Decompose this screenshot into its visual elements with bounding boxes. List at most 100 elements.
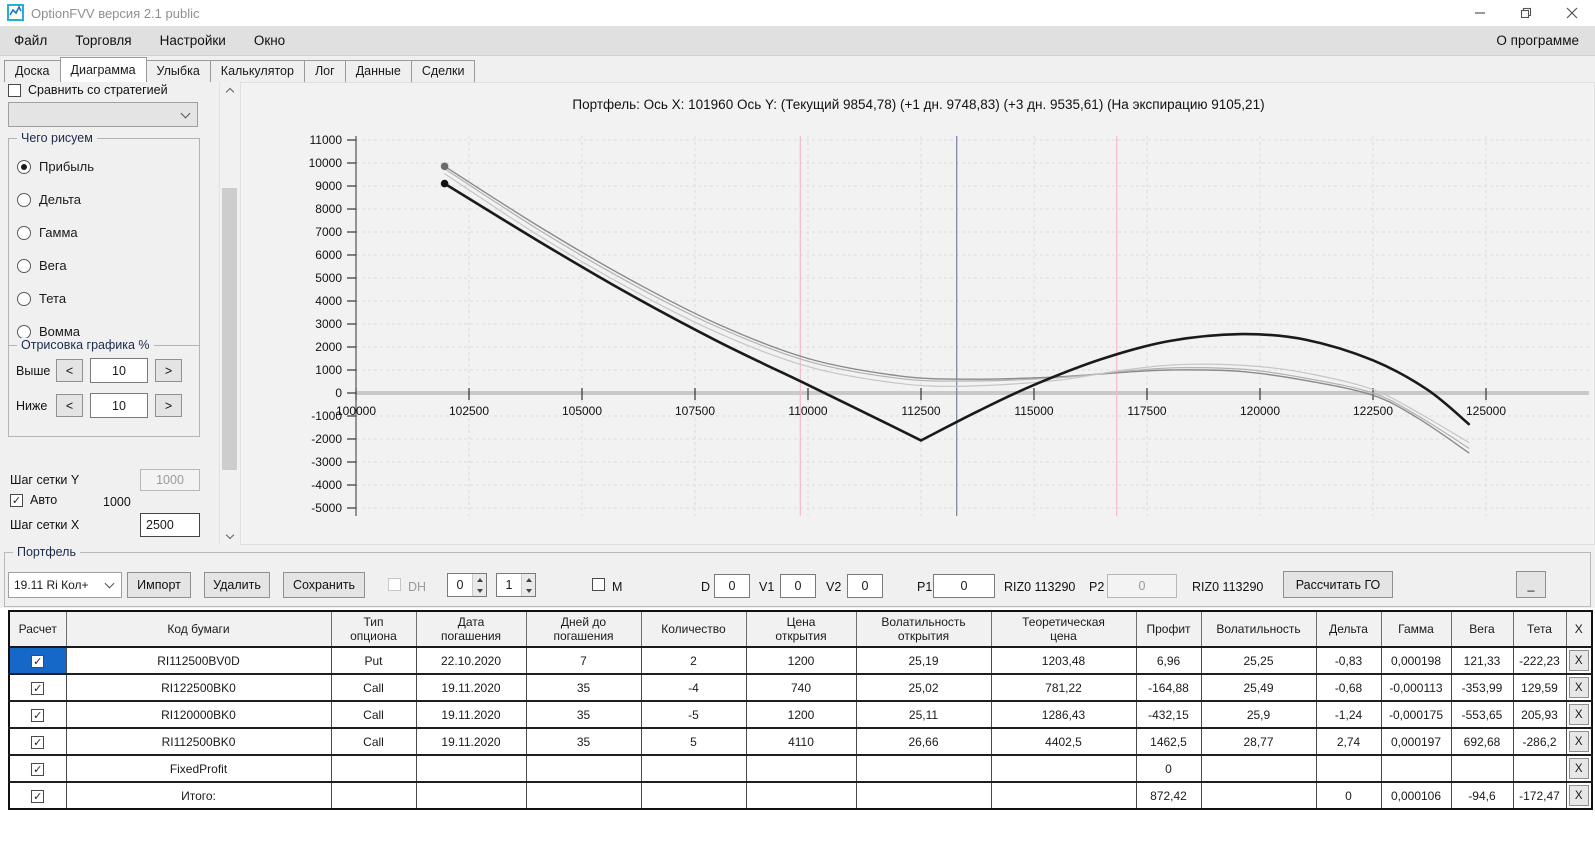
row-delete-button[interactable]: X	[1568, 677, 1589, 698]
menu-item-2[interactable]: Торговля	[75, 33, 132, 48]
row-calc-cell[interactable]: ✓	[8, 727, 67, 756]
spin-up-button[interactable]	[522, 574, 535, 585]
tab-сделки[interactable]: Сделки	[410, 60, 476, 82]
scroll-down-button[interactable]	[220, 528, 239, 545]
cell-r2-c2: RI122500BK0	[65, 673, 332, 702]
row-delete-cell: X	[1565, 700, 1593, 729]
svg-text:120000: 120000	[1240, 404, 1280, 418]
minimize-button[interactable]	[1457, 0, 1503, 26]
radio-option-тета[interactable]: Тета	[17, 291, 66, 306]
row-checkbox[interactable]: ✓	[31, 789, 45, 803]
column-header-11[interactable]: Волатильность	[1200, 610, 1317, 648]
row-calc-cell[interactable]: ✓	[8, 754, 67, 783]
tab-диаграмма[interactable]: Диаграмма	[59, 57, 147, 82]
above-increment-button[interactable]: >	[155, 359, 182, 382]
tab-данные[interactable]: Данные	[344, 60, 412, 82]
spin-down-button[interactable]	[522, 585, 535, 596]
tab-калькулятор[interactable]: Калькулятор	[209, 60, 305, 82]
column-header-8[interactable]: Волатильность открытия	[855, 610, 992, 648]
column-header-15[interactable]: Тета	[1512, 610, 1567, 648]
dh-checkbox[interactable]	[388, 578, 401, 591]
below-value-field[interactable]: 10	[90, 393, 148, 418]
scrollbar-thumb[interactable]	[222, 188, 237, 470]
dh-spinner-1[interactable]: 0	[447, 573, 487, 597]
tab-улыбка[interactable]: Улыбка	[145, 60, 211, 82]
grid-step-x-field[interactable]: 2500	[140, 513, 200, 537]
save-button[interactable]: Сохранить	[283, 572, 365, 598]
column-header-5[interactable]: Дней до погашения	[525, 610, 642, 648]
column-header-7[interactable]: Цена открытия	[745, 610, 857, 648]
calculate-go-button[interactable]: Рассчитать ГО	[1283, 571, 1393, 598]
radio-option-вега[interactable]: Вега	[17, 258, 67, 273]
cell-r4-c8: 26,66	[855, 727, 992, 756]
menu-item-3[interactable]: Настройки	[159, 33, 226, 48]
row-calc-cell[interactable]: ✓	[8, 673, 67, 702]
tab-лог[interactable]: Лог	[303, 60, 346, 82]
row-checkbox[interactable]: ✓	[31, 654, 45, 668]
svg-text:112500: 112500	[901, 404, 940, 418]
close-button[interactable]	[1549, 0, 1595, 26]
spin-down-button[interactable]	[473, 585, 486, 596]
series-+1 дн.	[444, 168, 1470, 449]
scroll-up-button[interactable]	[220, 82, 239, 99]
row-calc-cell[interactable]: ✓	[8, 781, 67, 810]
v2-field[interactable]: 0	[847, 574, 883, 598]
v1-field[interactable]: 0	[780, 574, 816, 598]
column-header-9[interactable]: Теоретическая цена	[990, 610, 1137, 648]
column-header-3[interactable]: Тип опциона	[330, 610, 417, 648]
radio-option-дельта[interactable]: Дельта	[17, 192, 81, 207]
column-header-4[interactable]: Дата погашения	[415, 610, 527, 648]
sidebar-scrollbar[interactable]	[219, 82, 238, 545]
m-checkbox[interactable]	[592, 578, 605, 591]
above-decrement-button[interactable]: <	[56, 359, 83, 382]
import-button[interactable]: Импорт	[127, 572, 191, 598]
row-checkbox[interactable]: ✓	[31, 681, 45, 695]
strategy-combobox[interactable]	[8, 102, 198, 127]
row-checkbox[interactable]: ✓	[31, 735, 45, 749]
menu-item-about[interactable]: О программе	[1496, 33, 1579, 48]
row-delete-button[interactable]: X	[1568, 758, 1589, 779]
delete-button[interactable]: Удалить	[204, 572, 270, 598]
dh-spinner-2[interactable]: 1	[496, 573, 536, 597]
compare-strategy-checkbox[interactable]	[8, 83, 21, 97]
svg-text:115000: 115000	[1014, 404, 1053, 418]
radio-option-гамма[interactable]: Гамма	[17, 225, 78, 240]
tab-доска[interactable]: Доска	[4, 60, 61, 82]
collapse-button[interactable]: _	[1516, 571, 1546, 598]
row-delete-button[interactable]: X	[1568, 785, 1589, 806]
menu-bar: Файл Торговля Настройки Окно О программе	[0, 26, 1595, 56]
menu-item-1[interactable]: Файл	[14, 33, 48, 48]
menu-item-4[interactable]: Окно	[253, 33, 286, 48]
restore-button[interactable]	[1503, 0, 1549, 26]
column-header-10[interactable]: Профит	[1135, 610, 1202, 648]
radio-option-вомма[interactable]: Вомма	[17, 324, 80, 339]
portfolio-combobox[interactable]: 19.11 Ri Кол+	[8, 572, 122, 598]
column-header-6[interactable]: Количество	[640, 610, 747, 648]
column-header-12[interactable]: Дельта	[1315, 610, 1382, 648]
column-header-16[interactable]: X	[1565, 610, 1593, 648]
below-increment-button[interactable]: >	[155, 394, 182, 417]
auto-checkbox[interactable]: ✓	[10, 493, 23, 507]
column-header-2[interactable]: Код бумаги	[65, 610, 332, 648]
cell-r4-c10: 1462,5	[1135, 727, 1202, 756]
p1-field[interactable]: 0	[933, 574, 995, 598]
d-field[interactable]: 0	[714, 574, 750, 598]
spin-up-button[interactable]	[473, 574, 486, 585]
portfolio-group-title: Портфель	[13, 545, 80, 559]
p2-field[interactable]: 0	[1107, 574, 1177, 598]
below-decrement-button[interactable]: <	[56, 394, 83, 417]
row-checkbox[interactable]: ✓	[31, 708, 45, 722]
radio-option-прибыль[interactable]: Прибыль	[17, 159, 94, 174]
column-header-14[interactable]: Вега	[1450, 610, 1514, 648]
row-delete-button[interactable]: X	[1568, 704, 1589, 725]
grid-step-y-field[interactable]: 1000	[140, 469, 200, 491]
dh-spinner-1-value: 0	[456, 578, 464, 592]
row-calc-cell[interactable]: ✓	[8, 700, 67, 729]
column-header-1[interactable]: Расчет	[8, 610, 67, 648]
row-checkbox[interactable]: ✓	[31, 762, 45, 776]
above-value-field[interactable]: 10	[90, 358, 148, 383]
row-delete-button[interactable]: X	[1568, 731, 1589, 752]
row-calc-cell[interactable]: ✓	[8, 646, 67, 675]
row-delete-button[interactable]: X	[1568, 650, 1589, 671]
column-header-13[interactable]: Гамма	[1380, 610, 1452, 648]
